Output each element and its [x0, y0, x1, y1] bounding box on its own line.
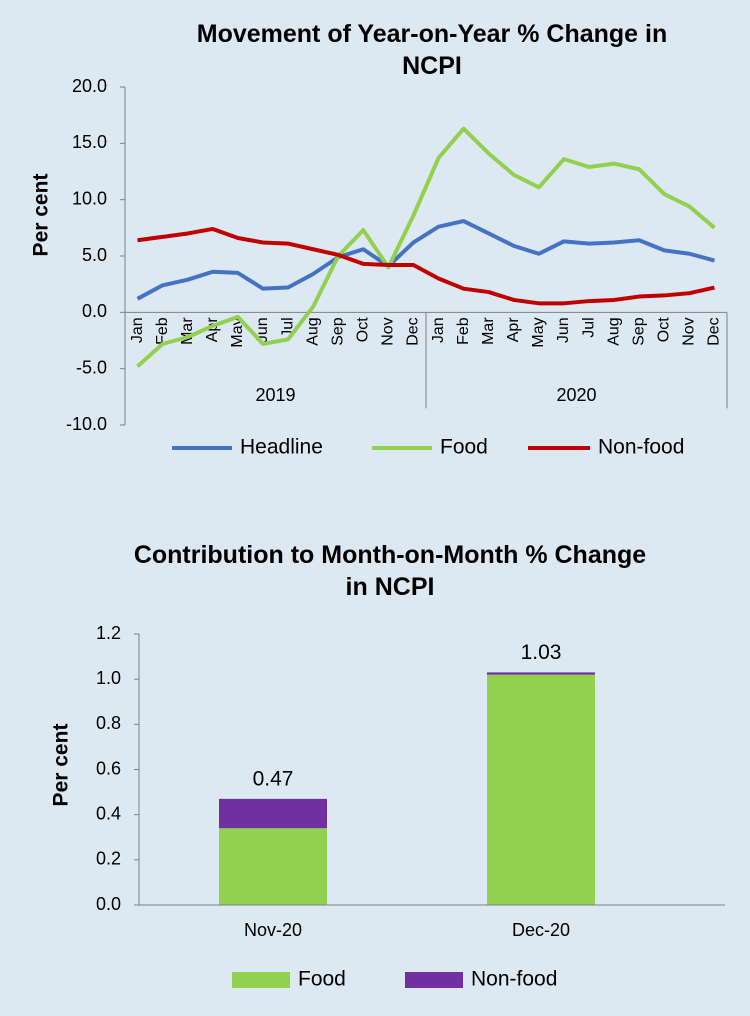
- chart-title: Movement of Year-on-Year % Change in NCPI: [197, 20, 667, 80]
- x-tick-label: May: [229, 317, 246, 347]
- chart-title: Contribution to Month-on-Month % Change i…: [134, 541, 646, 601]
- x-tick-label: Dec: [706, 317, 723, 345]
- y-tick-label: -5.0: [76, 357, 107, 377]
- bar-segment: [487, 672, 595, 675]
- y-tick-label: 0.0: [82, 301, 107, 321]
- bar-segment: [219, 798, 327, 829]
- x-tick-label: Aug: [605, 317, 622, 345]
- y-axis-title: Per cent: [50, 724, 73, 807]
- y-tick-label: 5.0: [82, 245, 107, 265]
- group-label: 2019: [255, 385, 295, 405]
- legend-label: Food: [298, 968, 346, 991]
- bar-segment: [487, 674, 595, 905]
- x-tick-label: Nov-20: [244, 920, 302, 940]
- y-tick-label: 0.4: [96, 803, 121, 823]
- y-tick-label: 1.0: [96, 668, 121, 688]
- y-axis-title: Per cent: [30, 174, 53, 257]
- legend-label: Non-food: [471, 968, 557, 991]
- x-tick-label: Oct: [355, 317, 372, 342]
- total-label: 0.47: [253, 767, 294, 790]
- x-tick-label: Dec: [405, 317, 422, 345]
- legend-label: Non-food: [598, 436, 684, 459]
- x-tick-label: Nov: [380, 317, 397, 345]
- y-tick-label: 1.2: [96, 623, 121, 643]
- y-tick-label: 0.0: [96, 894, 121, 914]
- line-series: [137, 226, 715, 306]
- x-tick-label: Mar: [480, 317, 497, 345]
- x-tick-label: Jan: [430, 317, 447, 343]
- legend-label: Headline: [240, 436, 323, 459]
- y-tick-label: 0.8: [96, 713, 121, 733]
- legend-swatch: [405, 972, 463, 988]
- x-tick-label: Jan: [129, 317, 146, 343]
- y-tick-label: 10.0: [72, 188, 107, 208]
- x-tick-label: Feb: [455, 317, 472, 345]
- x-tick-label: Jun: [555, 317, 572, 343]
- group-label: 2020: [556, 385, 596, 405]
- legend-label: Food: [440, 436, 488, 459]
- x-tick-label: May: [530, 317, 547, 347]
- y-tick-label: 20.0: [72, 76, 107, 96]
- line-series: [136, 219, 715, 301]
- x-tick-label: Aug: [304, 317, 321, 345]
- y-tick-label: 0.6: [96, 758, 121, 778]
- x-tick-label: Apr: [505, 317, 522, 343]
- x-tick-label: Feb: [154, 317, 171, 345]
- line-series: [136, 126, 716, 368]
- y-tick-label: 0.2: [96, 849, 121, 869]
- x-tick-label: Jul: [580, 317, 597, 337]
- y-tick-label: -10.0: [66, 414, 107, 434]
- bar-segment: [219, 828, 327, 905]
- x-tick-label: Sep: [630, 317, 647, 346]
- legend-swatch: [232, 972, 290, 988]
- total-label: 1.03: [521, 641, 562, 664]
- x-tick-label: Oct: [656, 317, 673, 342]
- x-tick-label: Dec-20: [512, 920, 570, 940]
- x-tick-label: Sep: [329, 317, 346, 346]
- x-tick-label: Nov: [681, 317, 698, 345]
- y-tick-label: 15.0: [72, 132, 107, 152]
